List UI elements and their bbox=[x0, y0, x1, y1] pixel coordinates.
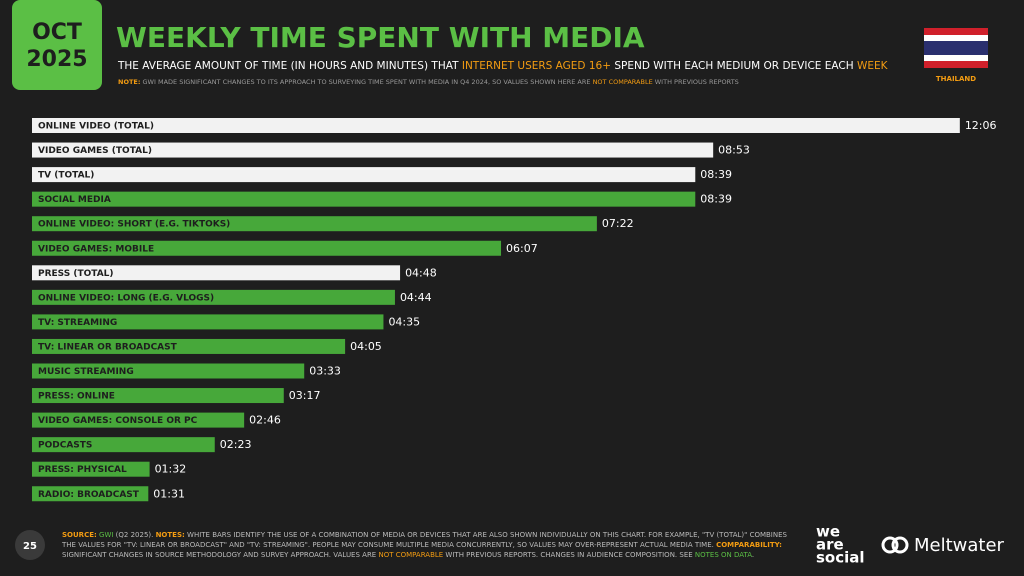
bar-chart: 12:06 ONLINE VIDEO (TOTAL) 08:53 VIDEO GAME… bbox=[32, 118, 997, 502]
country: THAILAND bbox=[936, 75, 976, 83]
page-number: 25 bbox=[23, 541, 37, 552]
value-label: 04:35 bbox=[388, 315, 420, 328]
subtitle-part: INTERNET USERS AGED 16+ bbox=[462, 60, 611, 72]
source-part: NOTES ON DATA bbox=[694, 551, 752, 559]
flag bbox=[924, 28, 988, 68]
category-label: ONLINE VIDEO (TOTAL) bbox=[38, 122, 154, 132]
value-label: 07:22 bbox=[602, 217, 634, 230]
bar bbox=[32, 486, 149, 502]
source-part: . bbox=[751, 551, 755, 559]
bar bbox=[32, 289, 395, 305]
subtitle: THE AVERAGE AMOUNT OF TIME (IN HOURS AND… bbox=[117, 60, 889, 72]
date-month: OCT bbox=[32, 20, 82, 45]
source-part: GWI bbox=[96, 531, 114, 539]
source-part: NOTES: bbox=[155, 531, 185, 539]
bar bbox=[32, 363, 305, 379]
category-label: ONLINE VIDEO: LONG (E.G. VLOGS) bbox=[38, 293, 214, 303]
category-label: TV: STREAMING bbox=[38, 318, 117, 328]
category-label: TV (TOTAL) bbox=[38, 171, 94, 181]
category-label: TV: LINEAR OR BROADCAST bbox=[38, 342, 178, 352]
bar bbox=[32, 118, 960, 133]
note: NOTE: GWI MADE SIGNIFICANT CHANGES TO IT… bbox=[118, 78, 739, 86]
category-label: PODCASTS bbox=[38, 441, 92, 451]
note-part: NOT COMPARABLE bbox=[593, 78, 653, 86]
source-part: SOURCE: bbox=[62, 531, 97, 539]
category-label: PRESS: PHYSICAL bbox=[38, 465, 127, 475]
subtitle-part: THE AVERAGE AMOUNT OF TIME (IN HOURS AND… bbox=[117, 60, 462, 72]
category-label: RADIO: BROADCAST bbox=[38, 490, 140, 500]
value-label: 04:05 bbox=[350, 340, 382, 353]
category-label: PRESS: ONLINE bbox=[38, 392, 115, 402]
value-label: 08:39 bbox=[700, 193, 732, 206]
bar bbox=[32, 167, 696, 183]
note-part: NOTE: bbox=[118, 78, 140, 86]
bar bbox=[32, 412, 245, 428]
logo-text: social bbox=[816, 549, 865, 567]
value-label: 01:31 bbox=[153, 487, 185, 500]
value-label: 03:33 bbox=[309, 365, 341, 378]
value-label: 03:17 bbox=[289, 389, 321, 402]
category-label: VIDEO GAMES: MOBILE bbox=[38, 244, 154, 254]
source-part: COMPARABILITY: bbox=[716, 541, 782, 549]
note-part: WITH PREVIOUS REPORTS bbox=[653, 78, 739, 86]
value-label: 04:44 bbox=[400, 291, 432, 304]
source-part: SIGNIFICANT CHANGES IN SOURCE METHODOLOG… bbox=[62, 541, 785, 559]
date-badge bbox=[12, 0, 102, 90]
value-label: 04:48 bbox=[405, 266, 437, 279]
bar bbox=[32, 437, 215, 453]
category-label: PRESS (TOTAL) bbox=[38, 269, 114, 279]
flag-stripe bbox=[924, 41, 988, 55]
subtitle-part: SPEND WITH EACH MEDIUM OR DEVICE EACH bbox=[611, 60, 857, 72]
page-badge bbox=[15, 530, 45, 560]
value-label: 08:53 bbox=[718, 144, 750, 157]
category-label: VIDEO GAMES (TOTAL) bbox=[38, 146, 152, 156]
source-part: WITH PREVIOUS REPORTS. CHANGES IN AUDIEN… bbox=[443, 551, 695, 559]
logo-text: are bbox=[816, 536, 844, 554]
value-label: 02:23 bbox=[220, 438, 252, 451]
logo-icon bbox=[881, 536, 899, 554]
category-label: SOCIAL MEDIA bbox=[38, 195, 111, 205]
value-label: 06:07 bbox=[506, 242, 538, 255]
bar bbox=[32, 338, 346, 354]
subtitle-part: WEEK bbox=[857, 60, 889, 72]
value-label: 01:32 bbox=[155, 463, 187, 476]
logo-text: Meltwater bbox=[914, 535, 1005, 556]
category-label: MUSIC STREAMING bbox=[38, 367, 134, 377]
note-part: GWI MADE SIGNIFICANT CHANGES TO ITS APPR… bbox=[140, 78, 592, 86]
value-label: 12:06 bbox=[965, 119, 997, 132]
source-part: WHITE BARS IDENTIFY THE USE OF A COMBINA… bbox=[62, 531, 790, 549]
bar bbox=[32, 240, 502, 256]
category-label: ONLINE VIDEO: SHORT (E.G. TIKTOKS) bbox=[38, 220, 230, 230]
value-label: 08:39 bbox=[700, 168, 732, 181]
category-label: VIDEO GAMES: CONSOLE OR PC bbox=[38, 416, 198, 426]
bar bbox=[32, 388, 284, 404]
source-part: (Q2 2025). bbox=[113, 531, 156, 539]
source-part: NOT COMPARABLE bbox=[378, 551, 444, 559]
logo-text: we bbox=[816, 523, 840, 541]
date-year: 2025 bbox=[26, 47, 87, 72]
bar bbox=[32, 216, 597, 232]
bar bbox=[32, 142, 714, 158]
source-note: SOURCE: GWI (Q2 2025). NOTES: WHITE BARS… bbox=[62, 530, 792, 560]
bar bbox=[32, 191, 696, 207]
value-label: 02:46 bbox=[249, 414, 281, 427]
title: WEEKLY TIME SPENT WITH MEDIA bbox=[116, 21, 645, 54]
bar bbox=[32, 265, 401, 281]
logo-icon bbox=[891, 536, 909, 554]
bar bbox=[32, 461, 150, 477]
bar bbox=[32, 314, 384, 330]
